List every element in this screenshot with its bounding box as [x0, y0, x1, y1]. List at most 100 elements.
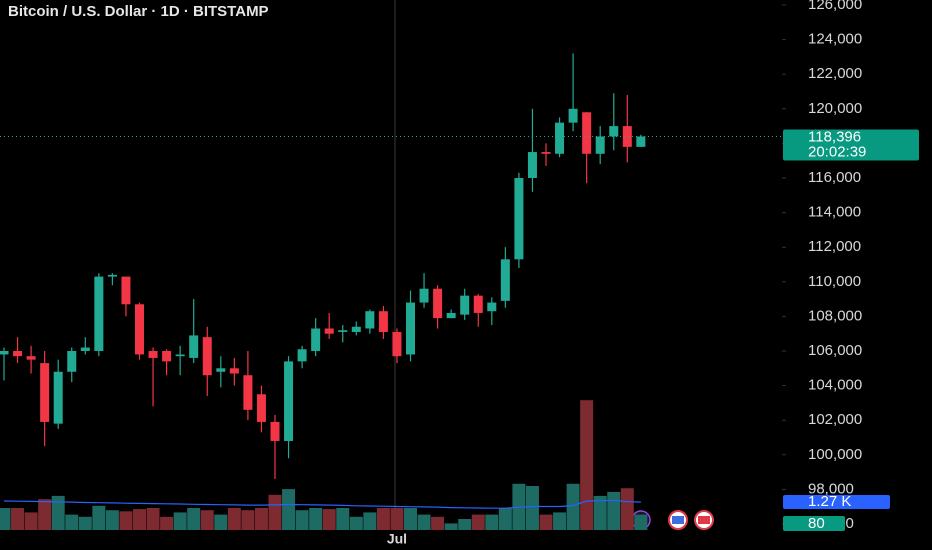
candle-body	[297, 349, 307, 362]
candle-body	[0, 351, 9, 355]
candle-body	[514, 178, 524, 260]
candle-body	[311, 328, 321, 351]
volume-bar	[0, 508, 11, 530]
candle-body	[189, 335, 199, 358]
volume-bar	[607, 491, 621, 530]
volume-bar	[404, 508, 417, 530]
candle-body	[392, 331, 402, 357]
candle-body	[460, 295, 470, 315]
candle-body	[609, 126, 619, 137]
volume-bar	[431, 516, 445, 530]
indicator-label: 80	[808, 515, 825, 532]
volume-bar	[390, 508, 404, 530]
candle-body	[80, 347, 90, 351]
volume-bar	[254, 508, 268, 530]
candle-body	[351, 326, 361, 332]
candle-body	[582, 112, 592, 154]
countdown-label: 20:02:39	[808, 144, 866, 161]
y-tick-label: 116,000	[808, 169, 861, 186]
volume-bar	[525, 486, 539, 530]
y-tick-label: 110,000	[808, 273, 861, 290]
y-tick-label: 120,000	[808, 100, 862, 117]
flag-glyph	[698, 516, 710, 524]
candle-body	[433, 288, 443, 319]
candle-body	[487, 302, 497, 312]
candle-body	[446, 312, 456, 319]
volume-ma-badge	[783, 495, 890, 510]
candle-body	[419, 288, 429, 303]
volume-bar	[444, 523, 458, 530]
volume-bar	[363, 512, 377, 530]
volume-bar	[268, 494, 282, 530]
candle-body	[121, 276, 131, 305]
candle-body	[148, 351, 158, 358]
y-tick-label: 106,000	[808, 342, 862, 359]
y-tick-label: 98,000	[808, 480, 854, 497]
y-tick-label: 124,000	[808, 31, 862, 48]
candle-body	[135, 304, 144, 355]
candle-body	[53, 371, 63, 424]
candle-body	[365, 311, 375, 329]
volume-bar	[187, 508, 201, 530]
candle-body	[270, 421, 280, 441]
volume-bar	[146, 508, 160, 530]
volume-bar	[471, 514, 485, 530]
volume-bar	[119, 511, 133, 530]
volume-bar	[349, 516, 363, 530]
volume-bar	[105, 510, 119, 530]
candle-body	[473, 295, 483, 313]
candle-body	[500, 259, 510, 301]
volume-bar	[634, 514, 648, 530]
volume-bar	[160, 516, 174, 530]
candle-body	[636, 136, 646, 147]
candle-body	[175, 354, 185, 357]
y-tick-label: 114,000	[808, 204, 861, 221]
y-tick-label: 122,000	[808, 65, 862, 82]
volume-bar	[133, 509, 146, 530]
volume-bar	[227, 508, 241, 530]
candle-body	[541, 152, 551, 154]
candle-body	[216, 368, 226, 372]
volume-bar	[173, 512, 187, 530]
volume-bar	[485, 514, 499, 530]
volume-bar	[200, 510, 214, 530]
volume-bar	[65, 514, 79, 530]
volume-bar	[336, 508, 350, 530]
chart-title: Bitcoin / U.S. Dollar · 1D · BITSTAMP	[8, 3, 269, 20]
volume-bar	[417, 514, 431, 530]
candle-body	[256, 394, 266, 422]
volume-bar	[322, 509, 336, 530]
candle-body	[107, 274, 117, 277]
candle-body	[229, 368, 239, 374]
candle-body	[324, 328, 334, 334]
last-price-label: 118,396	[808, 129, 861, 146]
volume-bar	[376, 508, 390, 530]
candle-body	[284, 361, 294, 441]
volume-bar	[566, 483, 580, 530]
volume-bar	[593, 495, 607, 530]
candle-body	[406, 302, 415, 355]
candle-body	[162, 351, 172, 362]
volume-bar	[92, 505, 106, 530]
volume-ma-line	[3, 499, 641, 509]
volume-bar	[51, 495, 65, 530]
volume-bar	[214, 514, 228, 530]
candle-body	[94, 276, 104, 351]
y-tick-label: 102,000	[808, 411, 862, 428]
candle-body	[568, 108, 578, 123]
candle-body	[243, 375, 253, 410]
volume-bar	[553, 512, 567, 530]
candle-body	[40, 363, 50, 422]
candle-body	[595, 136, 605, 154]
volume-bar	[24, 512, 38, 530]
volume-bar	[309, 508, 323, 530]
candle-body	[26, 356, 36, 360]
candle-body	[202, 337, 212, 376]
candle-body	[622, 126, 632, 147]
candle-body	[338, 330, 348, 332]
candle-body	[67, 351, 77, 372]
y-tick-label: 126,000	[808, 0, 862, 13]
indicator-badge	[783, 516, 845, 531]
y-tick-label: 112,000	[808, 238, 861, 255]
